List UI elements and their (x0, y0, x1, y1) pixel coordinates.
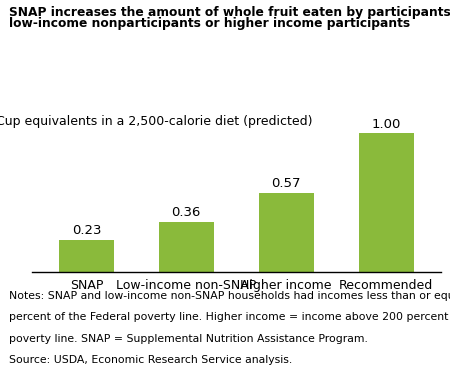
Bar (59, 240, 114, 272)
Text: low-income nonparticipants or higher income participants: low-income nonparticipants or higher inc… (9, 17, 410, 31)
Text: Notes: SNAP and low-income non-SNAP households had incomes less than or equal to: Notes: SNAP and low-income non-SNAP hous… (9, 291, 450, 301)
Text: percent of the Federal poverty line. Higher income = income above 200 percent of: percent of the Federal poverty line. Hig… (9, 312, 450, 322)
Text: poverty line. SNAP = Supplemental Nutrition Assistance Program.: poverty line. SNAP = Supplemental Nutrit… (9, 334, 368, 344)
Text: 0.57: 0.57 (271, 177, 301, 191)
Text: SNAP increases the amount of whole fruit eaten by participants but not to levels: SNAP increases the amount of whole fruit… (9, 6, 450, 19)
Bar (359, 133, 414, 272)
Bar (259, 193, 314, 272)
Text: Cup equivalents in a 2,500-calorie diet (predicted): Cup equivalents in a 2,500-calorie diet … (0, 115, 313, 128)
Bar (159, 222, 214, 272)
Text: 1.00: 1.00 (371, 118, 401, 131)
Text: 0.36: 0.36 (171, 206, 201, 219)
Text: Source: USDA, Economic Research Service analysis.: Source: USDA, Economic Research Service … (9, 355, 292, 365)
Text: 0.23: 0.23 (72, 224, 101, 237)
